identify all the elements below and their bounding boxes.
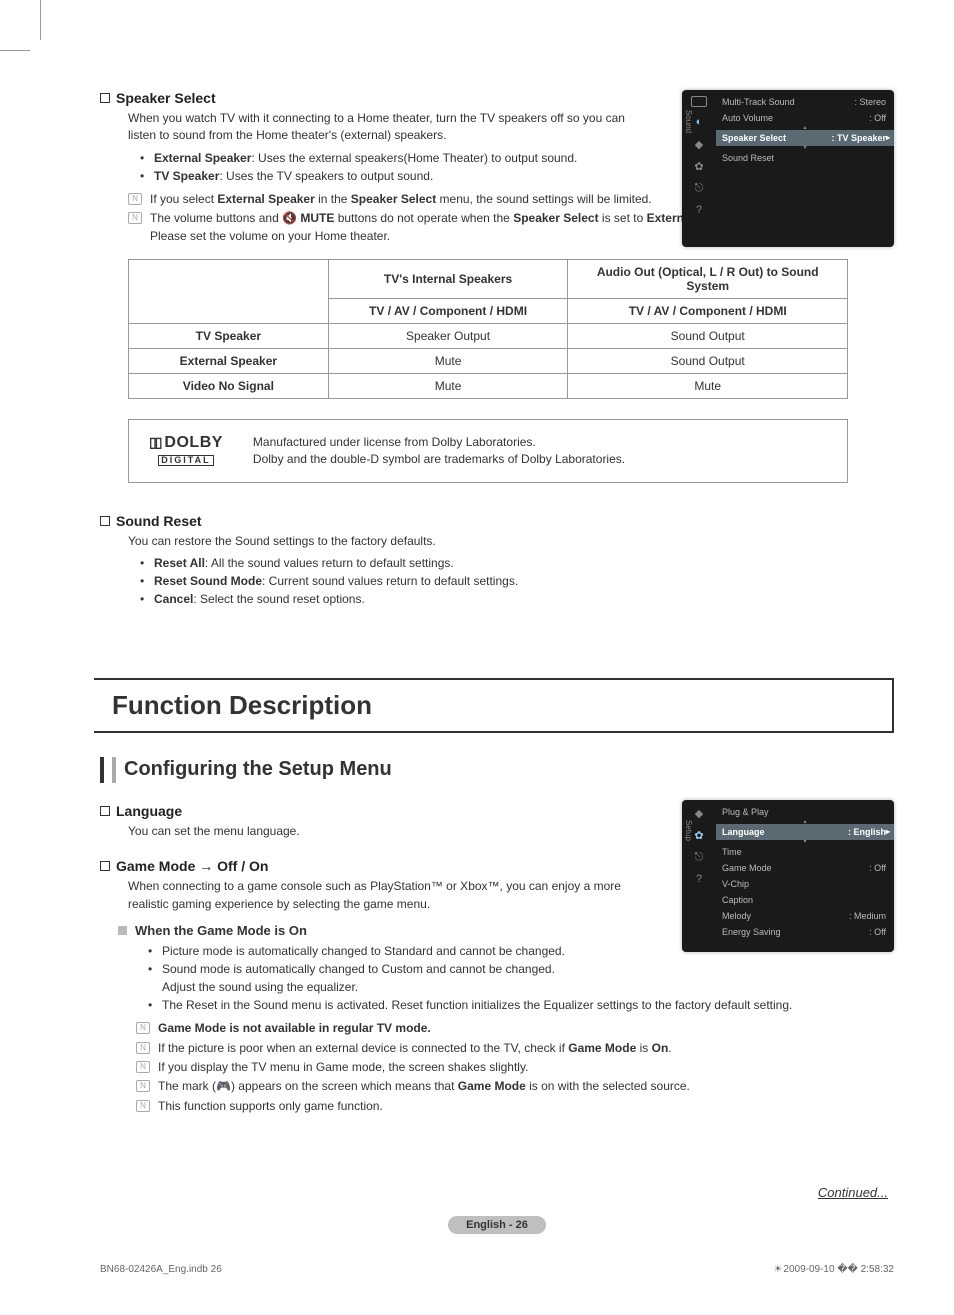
osd-row: Game Mode: Off (716, 860, 894, 876)
note-row: NIf you display the TV menu in Game mode… (136, 1059, 894, 1076)
section-speaker-select: Speaker Select When you watch TV with it… (100, 90, 894, 483)
list-item: Picture mode is automatically changed to… (152, 942, 894, 960)
subheading-row: Configuring the Setup Menu (100, 757, 894, 783)
bullet-list: Reset All: All the sound values return t… (144, 554, 894, 608)
osd-icon-column: Setup ◆ ✿ ⎋ ? (682, 800, 716, 944)
list-item: The Reset in the Sound menu is activated… (152, 996, 894, 1014)
osd-row-selected: Language: English (716, 824, 894, 840)
square-marker-icon (118, 926, 127, 935)
note-icon: N (128, 212, 142, 224)
osd-list: Plug & Play ▴ Language: English ▾ Time G… (716, 800, 894, 944)
support-icon: ? (690, 872, 708, 886)
note-row: NGame Mode is not available in regular T… (136, 1020, 894, 1037)
dolby-logo: DOLBY DIGITAL (149, 435, 223, 467)
note-icon: N (136, 1042, 150, 1054)
input-icon: ⎋ (690, 850, 708, 864)
table-header: Audio Out (Optical, L / R Out) to Sound … (568, 259, 848, 298)
list-item: Reset All: All the sound values return t… (144, 554, 894, 572)
section-marker-icon (100, 93, 110, 103)
note-text: The volume buttons and 🔇 MUTE buttons do… (150, 210, 747, 245)
tv-icon (691, 96, 707, 107)
section-marker-icon (100, 861, 110, 871)
osd-row: V-Chip (716, 876, 894, 892)
osd-row: Auto Volume: Off (716, 110, 894, 126)
speaker-output-table: TV's Internal Speakers Audio Out (Optica… (128, 259, 848, 399)
osd-category-label: Setup (684, 820, 693, 841)
osd-category-label: Sound (684, 110, 693, 133)
list-item: TV Speaker: Uses the TV speakers to outp… (144, 167, 894, 185)
note-icon: N (128, 193, 142, 205)
table-row: Video No SignalMuteMute (129, 373, 848, 398)
osd-row: Caption (716, 892, 894, 908)
osd-row: Plug & Play (716, 804, 894, 820)
section-marker-icon (100, 516, 110, 526)
dolby-text: Manufactured under license from Dolby La… (253, 434, 625, 468)
subheading: Configuring the Setup Menu (124, 758, 392, 781)
bullet-list: External Speaker: Uses the external spea… (144, 149, 894, 185)
page-number-pill: English - 26 (100, 1216, 894, 1234)
section-intro: You can set the menu language. (128, 823, 628, 840)
dolby-box: DOLBY DIGITAL Manufactured under license… (128, 419, 848, 483)
osd-row: Multi-Track Sound: Stereo (716, 94, 894, 110)
mute-icon: 🔇 (282, 211, 300, 225)
section-title: Game Mode → Off / On (116, 858, 268, 874)
chapter-heading-box: Function Description (94, 678, 894, 733)
section-title: Language (116, 803, 182, 819)
note-row: NIf the picture is poor when an external… (136, 1040, 894, 1057)
osd-row: Energy Saving: Off (716, 924, 894, 940)
heading-bar-icon (112, 757, 116, 783)
table-row: TV SpeakerSpeaker OutputSound Output (129, 323, 848, 348)
osd-row-selected: Speaker Select: TV Speaker (716, 130, 894, 146)
heading-bar-icon (100, 757, 104, 783)
list-item: Cancel: Select the sound reset options. (144, 590, 894, 608)
osd-row: Melody: Medium (716, 908, 894, 924)
print-metadata: BN68-02426A_Eng.indb 26 ☀2009-09-10 �� 2… (100, 1264, 894, 1275)
note-row: NThe mark (🎮) appears on the screen whic… (136, 1078, 894, 1095)
note-icon: N (136, 1100, 150, 1112)
section-intro: When you watch TV with it connecting to … (128, 110, 628, 145)
note-icon: N (136, 1022, 150, 1034)
channel-icon: ◆ (690, 806, 708, 820)
sun-icon: ☀ (773, 1264, 783, 1275)
print-timestamp: ☀2009-09-10 �� 2:58:32 (773, 1264, 894, 1275)
chapter-title: Function Description (112, 690, 874, 721)
note-text: If you select External Speaker in the Sp… (150, 191, 652, 208)
support-icon: ? (690, 203, 708, 217)
section-title: Sound Reset (116, 513, 202, 529)
gamepad-icon: 🎮 (216, 1079, 231, 1093)
section-intro: You can restore the Sound settings to th… (128, 533, 828, 550)
list-item: Reset Sound Mode: Current sound values r… (144, 572, 894, 590)
osd-setup-menu: Setup ◆ ✿ ⎋ ? Plug & Play ▴ Language: En… (682, 800, 894, 952)
table-row: External SpeakerMuteSound Output (129, 348, 848, 373)
table-subheader: TV / AV / Component / HDMI (328, 298, 568, 323)
list-item: External Speaker: Uses the external spea… (144, 149, 894, 167)
list-item: Sound mode is automatically changed to C… (152, 960, 894, 996)
section-title: Speaker Select (116, 90, 216, 106)
section-intro: When connecting to a game console such a… (128, 878, 628, 913)
section-sound-reset: Sound Reset You can restore the Sound se… (100, 513, 894, 608)
section-marker-icon (100, 806, 110, 816)
table-subheader: TV / AV / Component / HDMI (568, 298, 848, 323)
note-icon: N (136, 1061, 150, 1073)
osd-row: Time (716, 844, 894, 860)
bullet-list: Picture mode is automatically changed to… (152, 942, 894, 1014)
continued-label: Continued... (100, 1185, 888, 1200)
note-icon: N (136, 1080, 150, 1092)
note-row: NThis function supports only game functi… (136, 1098, 894, 1115)
print-file-label: BN68-02426A_Eng.indb 26 (100, 1264, 222, 1275)
table-header: TV's Internal Speakers (328, 259, 568, 298)
